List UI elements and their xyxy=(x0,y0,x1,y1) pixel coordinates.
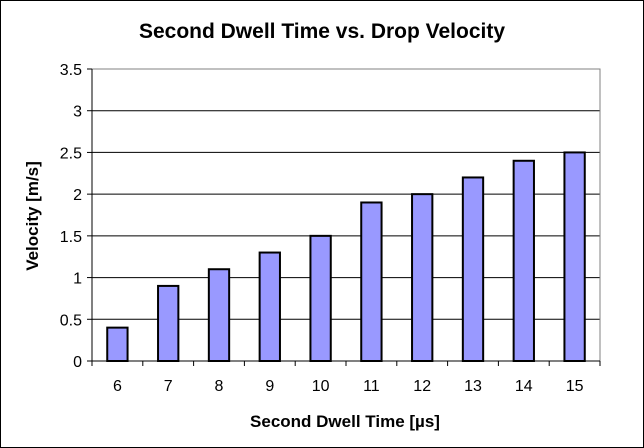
x-tick-label: 8 xyxy=(215,378,224,395)
y-tick-label: 0 xyxy=(73,354,82,371)
x-tick-label: 11 xyxy=(363,378,380,395)
y-axis-ticks: 0 0.5 1 1.5 2 2.5 3 3.5 xyxy=(60,62,92,371)
y-tick-label: 2 xyxy=(73,187,82,204)
bar xyxy=(512,159,535,362)
x-axis-ticks: 6 7 8 9 10 11 12 13 14 15 xyxy=(91,361,601,395)
bars xyxy=(106,151,586,363)
bar xyxy=(309,234,332,363)
bar xyxy=(106,326,129,362)
y-tick-label: 3.5 xyxy=(60,62,82,79)
bar xyxy=(461,176,485,362)
x-tick-label: 9 xyxy=(265,378,274,395)
bar xyxy=(258,251,281,363)
bar xyxy=(157,284,180,362)
y-tick-label: 0.5 xyxy=(60,312,82,329)
x-tick-label: 15 xyxy=(566,378,584,395)
x-tick-label: 13 xyxy=(464,378,482,395)
x-tick-label: 10 xyxy=(312,378,330,395)
y-tick-label: 3 xyxy=(73,104,82,121)
bar xyxy=(360,201,383,362)
x-tick-label: 7 xyxy=(164,378,173,395)
y-tick-label: 2.5 xyxy=(60,145,82,162)
bar xyxy=(563,151,586,362)
x-axis-label: Second Dwell Time [µs] xyxy=(250,412,440,431)
y-axis-label: Velocity [m/s] xyxy=(23,161,42,271)
chart-title: Second Dwell Time vs. Drop Velocity xyxy=(138,20,506,43)
x-tick-label: 6 xyxy=(113,378,122,395)
x-tick-label: 12 xyxy=(413,378,431,395)
bar xyxy=(411,193,434,362)
bar xyxy=(207,268,231,363)
y-tick-label: 1.5 xyxy=(60,229,82,246)
y-tick-label: 1 xyxy=(73,271,82,288)
x-tick-label: 14 xyxy=(515,378,533,395)
